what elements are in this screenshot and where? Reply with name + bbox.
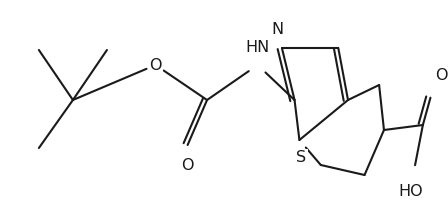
Text: O: O [435,67,448,83]
Text: HN: HN [246,41,270,55]
Text: HO: HO [398,184,422,200]
Text: N: N [271,23,283,37]
Text: S: S [296,150,306,166]
Text: O: O [181,157,194,173]
Text: O: O [149,58,162,72]
